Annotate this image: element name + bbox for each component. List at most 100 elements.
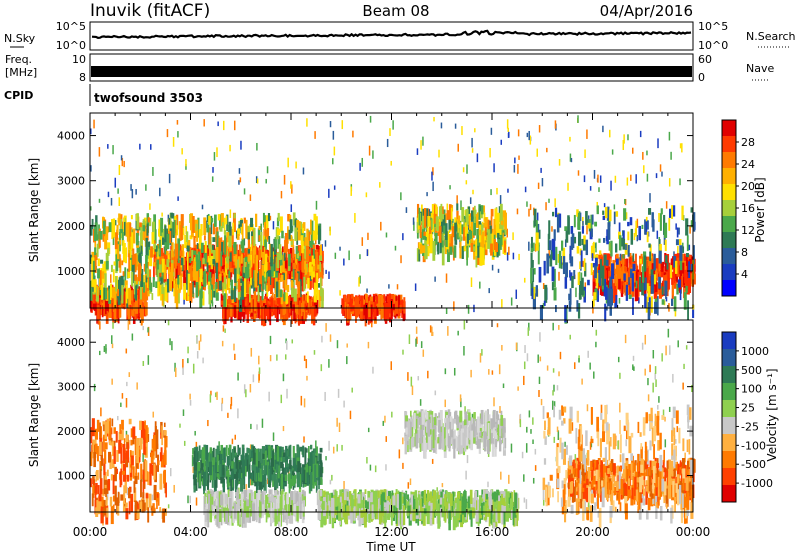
echo-streak: [299, 477, 302, 495]
echo-streak: [258, 247, 262, 261]
echo-speck: [121, 393, 124, 399]
echo-streak: [96, 419, 100, 432]
echo-speck: [386, 138, 389, 148]
echo-speck: [339, 246, 341, 251]
echo-streak: [275, 444, 279, 464]
echo-streak: [267, 251, 271, 257]
echo-speck: [350, 186, 352, 196]
echo-speck: [192, 466, 194, 474]
echo-speck: [602, 125, 604, 133]
echo-streak: [196, 245, 199, 261]
echo-speck: [372, 150, 374, 159]
echo-speck: [370, 322, 373, 328]
echo-streak: [278, 244, 282, 260]
echo-speck: [656, 230, 659, 239]
echo-speck: [493, 397, 495, 407]
echo-streak: [95, 470, 99, 481]
echo-streak: [290, 258, 294, 263]
echo-speck: [481, 349, 483, 356]
echo-streak: [264, 450, 267, 466]
echo-streak: [147, 507, 150, 523]
echo-speck: [526, 353, 529, 362]
echo-streak: [163, 471, 166, 484]
echo-streak: [141, 268, 144, 284]
echo-speck: [341, 444, 343, 451]
echo-streak: [670, 258, 674, 270]
echo-streak: [125, 453, 129, 468]
echo-streak: [319, 467, 323, 477]
echo-speck: [587, 479, 590, 486]
echo-streak: [104, 449, 107, 464]
echo-streak: [288, 445, 291, 457]
echo-speck: [201, 204, 204, 210]
echo-streak: [129, 290, 133, 301]
echo-streak: [158, 264, 162, 273]
echo-streak: [543, 300, 546, 306]
echo-speck: [329, 479, 332, 485]
echo-speck: [528, 322, 530, 331]
echo-streak: [175, 214, 179, 230]
echo-streak: [156, 493, 158, 510]
echo-streak: [90, 280, 93, 301]
echo-streak: [671, 271, 674, 285]
echo-streak: [155, 444, 158, 458]
echo-streak: [216, 289, 219, 294]
echo-streak: [210, 215, 213, 235]
echo-speck: [231, 438, 234, 445]
echo-streak: [257, 453, 260, 468]
echo-streak: [614, 275, 617, 286]
echo-streak: [289, 214, 292, 223]
echo-speck: [303, 240, 306, 246]
echo-streak: [590, 245, 595, 258]
echo-speck: [553, 401, 556, 407]
echo-streak: [187, 273, 191, 294]
echo-speck: [385, 436, 388, 442]
echo-speck: [426, 192, 428, 197]
echo-streak: [221, 275, 224, 282]
echo-streak: [278, 479, 282, 487]
echo-streak: [558, 250, 562, 269]
echo-streak: [170, 263, 174, 282]
echo-streak: [255, 449, 258, 467]
echo-streak: [254, 469, 257, 481]
echo-streak: [91, 267, 95, 287]
echo-streak: [243, 305, 246, 319]
echo-speck: [639, 130, 642, 138]
echo-streak: [135, 285, 138, 301]
echo-speck: [112, 322, 114, 329]
echo-streak: [140, 245, 143, 255]
echo-streak: [499, 228, 503, 246]
echo-streak: [92, 439, 95, 459]
echo-streak: [313, 305, 317, 317]
echo-streak: [91, 218, 94, 230]
echo-streak: [95, 482, 98, 487]
echo-streak: [484, 217, 488, 227]
echo-streak: [602, 215, 606, 221]
echo-speck: [625, 439, 627, 447]
echo-streak: [648, 208, 652, 215]
echo-streak: [482, 231, 485, 248]
echo-speck: [416, 336, 418, 344]
echo-streak: [205, 444, 209, 464]
echo-streak: [254, 452, 257, 465]
echo-streak: [242, 266, 245, 278]
echo-streak: [212, 249, 216, 261]
echo-streak: [122, 246, 126, 263]
echo-streak: [490, 243, 493, 256]
echo-streak: [399, 294, 403, 304]
echo-streak: [639, 261, 642, 271]
echo-streak: [491, 233, 494, 252]
echo-speck: [657, 404, 659, 410]
echo-streak: [581, 277, 584, 296]
echo-speck: [546, 147, 548, 153]
echo-streak: [629, 278, 632, 295]
echo-streak: [617, 278, 621, 290]
echo-streak: [231, 448, 234, 460]
echo-streak: [395, 296, 398, 302]
echo-speck: [659, 164, 662, 172]
echo-speck: [432, 181, 434, 192]
echo-speck: [497, 268, 500, 273]
echo-streak: [319, 453, 322, 465]
echo-speck: [212, 167, 214, 173]
echo-speck: [337, 388, 340, 398]
